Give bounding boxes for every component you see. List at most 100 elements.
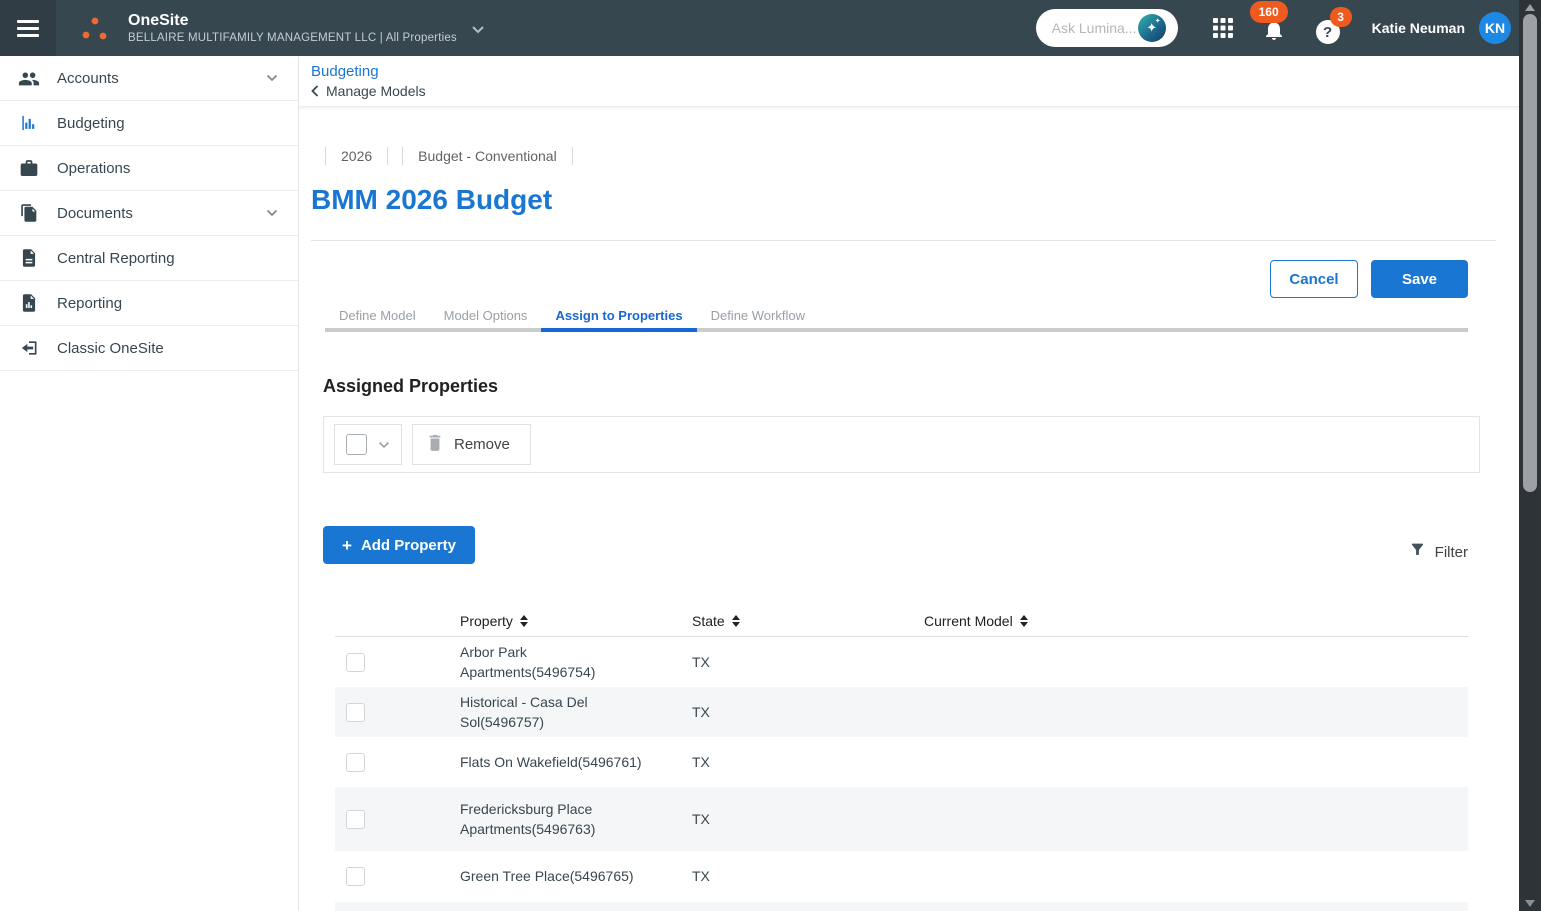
apps-grid-icon[interactable]: [1212, 17, 1234, 39]
state-cell: TX: [692, 868, 710, 884]
scrollbar-up-arrow[interactable]: [1525, 4, 1535, 11]
window-scrollbar: [1519, 0, 1541, 911]
cancel-button[interactable]: Cancel: [1270, 260, 1358, 298]
sidebar-item-reporting[interactable]: Reporting: [0, 281, 298, 326]
table-header-row: Property State Current Model: [335, 605, 1468, 637]
sidebar-item-accounts[interactable]: Accounts: [0, 56, 298, 101]
app-title-block: OneSite BELLAIRE MULTIFAMILY MANAGEMENT …: [128, 12, 457, 44]
model-year-tag: 2026: [325, 147, 389, 165]
select-all-group: [334, 424, 402, 465]
page-content: 2026 Budget - Conventional BMM 2026 Budg…: [299, 107, 1519, 911]
state-cell: TX: [692, 654, 710, 670]
search-input[interactable]: [1051, 20, 1136, 36]
breadcrumb: Budgeting Manage Models: [299, 56, 1519, 107]
table-row-partial: [335, 902, 1468, 911]
column-label: Property: [460, 612, 513, 629]
property-cell: Arbor Park Apartments(5496754): [460, 644, 596, 680]
column-header-current-model[interactable]: Current Model: [924, 613, 1468, 629]
chevron-left-icon: [311, 85, 319, 97]
state-cell: TX: [692, 704, 710, 720]
chevron-down-icon: [266, 204, 278, 222]
hamburger-menu-icon[interactable]: [0, 0, 56, 56]
add-property-button[interactable]: + Add Property: [323, 526, 475, 564]
tab-model-options[interactable]: Model Options: [443, 307, 528, 323]
org-subtitle: BELLAIRE MULTIFAMILY MANAGEMENT LLC | Al…: [128, 32, 457, 44]
divider: [311, 240, 1496, 241]
table-row: Arbor Park Apartments(5496754) TX: [335, 637, 1468, 687]
remove-button-label: Remove: [454, 436, 510, 453]
table-row: Fredericksburg Place Apartments(5496763)…: [335, 787, 1468, 851]
property-cell: Historical - Casa Del Sol(5496757): [460, 694, 588, 730]
sidebar-item-classic-onesite[interactable]: Classic OneSite: [0, 326, 298, 371]
breadcrumb-current: Manage Models: [326, 83, 426, 99]
save-button[interactable]: Save: [1371, 260, 1468, 298]
report-chart-icon: [18, 293, 40, 313]
property-cell: Flats On Wakefield(5496761): [460, 754, 642, 770]
notifications-badge: 160: [1249, 0, 1288, 23]
sort-icon: [1019, 614, 1028, 627]
table-row: Historical - Casa Del Sol(5496757) TX: [335, 687, 1468, 737]
model-tags: 2026 Budget - Conventional: [325, 147, 1496, 165]
lumina-search: ✦✦: [1035, 9, 1178, 47]
filter-button[interactable]: Filter: [1409, 542, 1468, 562]
sort-icon: [731, 614, 740, 627]
scrollbar-down-arrow[interactable]: [1525, 900, 1535, 907]
assigned-properties-heading: Assigned Properties: [323, 376, 499, 396]
sort-icon: [519, 614, 528, 627]
column-header-property[interactable]: Property: [460, 613, 692, 629]
state-cell: TX: [692, 811, 710, 827]
lumina-sparkle-icon[interactable]: ✦ ✦: [1137, 14, 1166, 42]
tab-assign-to-properties[interactable]: Assign to Properties: [541, 302, 697, 332]
top-header: OneSite BELLAIRE MULTIFAMILY MANAGEMENT …: [0, 0, 1519, 56]
row-checkbox[interactable]: [346, 652, 365, 672]
user-name: Katie Neuman: [1371, 20, 1465, 36]
page-title: BMM 2026 Budget: [311, 184, 553, 215]
filter-label: Filter: [1434, 543, 1468, 561]
scrollbar-thumb[interactable]: [1523, 14, 1537, 492]
properties-table: Property State Current Model: [335, 605, 1468, 901]
filter-funnel-icon: [1409, 542, 1426, 562]
briefcase-icon: [18, 159, 40, 178]
row-checkbox[interactable]: [346, 702, 365, 722]
row-checkbox[interactable]: [346, 809, 365, 829]
select-all-chevron-down-icon[interactable]: [378, 436, 390, 454]
table-row: Flats On Wakefield(5496761) TX: [335, 737, 1468, 787]
sidebar-item-operations[interactable]: Operations: [0, 146, 298, 191]
sidebar-item-label: Accounts: [57, 69, 119, 87]
sidebar-item-central-reporting[interactable]: Central Reporting: [0, 236, 298, 281]
chevron-down-icon: [266, 69, 278, 87]
row-checkbox[interactable]: [346, 752, 365, 772]
sidebar-item-label: Budgeting: [57, 114, 125, 132]
remove-button[interactable]: Remove: [412, 424, 531, 465]
help-badge: 3: [1329, 7, 1352, 27]
sidebar-item-documents[interactable]: Documents: [0, 191, 298, 236]
tab-define-model[interactable]: Define Model: [339, 307, 416, 323]
people-icon: [18, 69, 40, 87]
sidebar-item-label: Central Reporting: [57, 249, 175, 267]
table-row: Green Tree Place(5496765) TX: [335, 851, 1468, 901]
notifications-bell-icon[interactable]: 160: [1249, 0, 1288, 48]
breadcrumb-back[interactable]: Manage Models: [311, 83, 1503, 99]
model-type-tag: Budget - Conventional: [402, 147, 573, 165]
documents-icon: [18, 203, 40, 223]
row-checkbox[interactable]: [346, 866, 365, 886]
trash-icon: [427, 433, 443, 456]
breadcrumb-parent-link[interactable]: Budgeting: [311, 63, 379, 80]
exit-icon: [18, 339, 40, 357]
sidebar-item-budgeting[interactable]: Budgeting: [0, 101, 298, 146]
document-icon: [18, 248, 40, 268]
user-avatar[interactable]: KN: [1479, 12, 1511, 44]
column-header-state[interactable]: State: [692, 613, 924, 629]
add-property-label: Add Property: [360, 536, 456, 554]
tab-define-workflow[interactable]: Define Workflow: [710, 307, 805, 323]
select-all-checkbox[interactable]: [346, 434, 367, 455]
help-icon[interactable]: ? 3: [1315, 7, 1352, 44]
property-cell: Fredericksburg Place Apartments(5496763): [460, 801, 596, 837]
org-chevron-down-icon[interactable]: [471, 21, 485, 39]
plus-icon: +: [342, 535, 352, 555]
app-title: OneSite: [128, 12, 189, 29]
sidebar-item-label: Documents: [57, 204, 133, 222]
sidebar-item-label: Operations: [57, 159, 131, 177]
sidebar-item-label: Reporting: [57, 294, 123, 312]
onesite-logo: [76, 9, 112, 47]
